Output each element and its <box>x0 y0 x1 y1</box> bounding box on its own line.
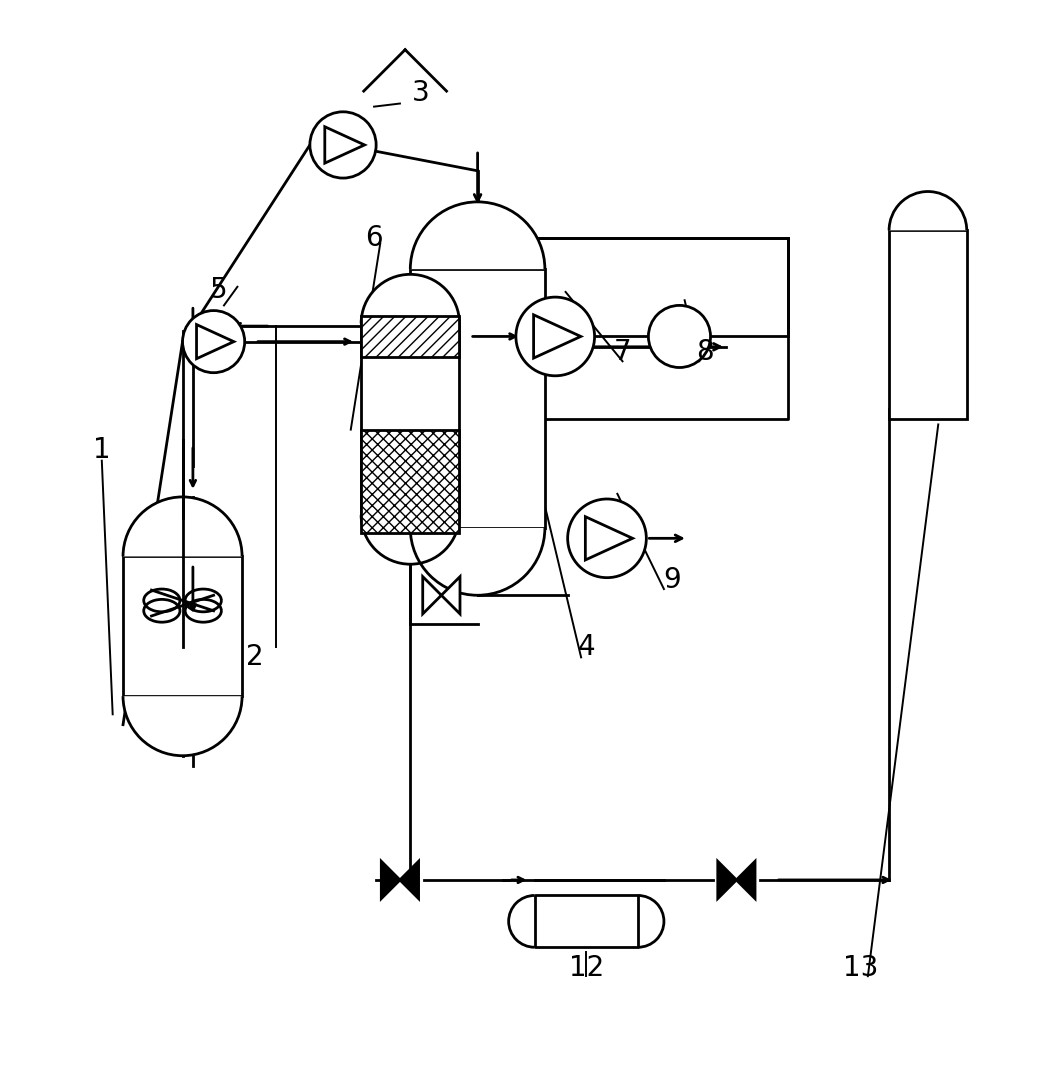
Circle shape <box>568 499 647 577</box>
Text: 7: 7 <box>613 338 631 366</box>
Polygon shape <box>585 516 632 560</box>
Bar <box>410 270 545 528</box>
Polygon shape <box>717 861 736 899</box>
Wedge shape <box>124 696 242 755</box>
Circle shape <box>516 297 595 376</box>
Wedge shape <box>361 515 460 564</box>
Text: 1: 1 <box>93 436 111 464</box>
Polygon shape <box>381 861 400 899</box>
Text: 12: 12 <box>569 954 604 982</box>
Bar <box>124 557 242 696</box>
Text: 2: 2 <box>246 644 264 672</box>
Text: 9: 9 <box>663 565 681 594</box>
Polygon shape <box>400 861 418 899</box>
Polygon shape <box>422 576 441 614</box>
Text: 5: 5 <box>210 276 227 304</box>
Polygon shape <box>325 127 364 163</box>
Circle shape <box>310 112 376 178</box>
Wedge shape <box>890 191 966 230</box>
Wedge shape <box>410 202 545 270</box>
Text: 6: 6 <box>365 224 383 252</box>
Bar <box>361 324 460 515</box>
Wedge shape <box>124 497 242 557</box>
Bar <box>361 315 460 358</box>
Polygon shape <box>441 576 460 614</box>
Wedge shape <box>410 528 545 596</box>
Bar <box>361 429 460 533</box>
Text: 3: 3 <box>412 79 430 108</box>
Bar <box>535 896 638 947</box>
Circle shape <box>183 311 245 373</box>
Polygon shape <box>736 861 755 899</box>
Bar <box>890 230 966 420</box>
Polygon shape <box>196 325 234 359</box>
Polygon shape <box>534 315 581 358</box>
Text: 13: 13 <box>843 954 878 982</box>
Text: 4: 4 <box>577 633 595 661</box>
Text: 8: 8 <box>696 338 714 366</box>
Circle shape <box>649 305 711 367</box>
Wedge shape <box>361 274 460 324</box>
